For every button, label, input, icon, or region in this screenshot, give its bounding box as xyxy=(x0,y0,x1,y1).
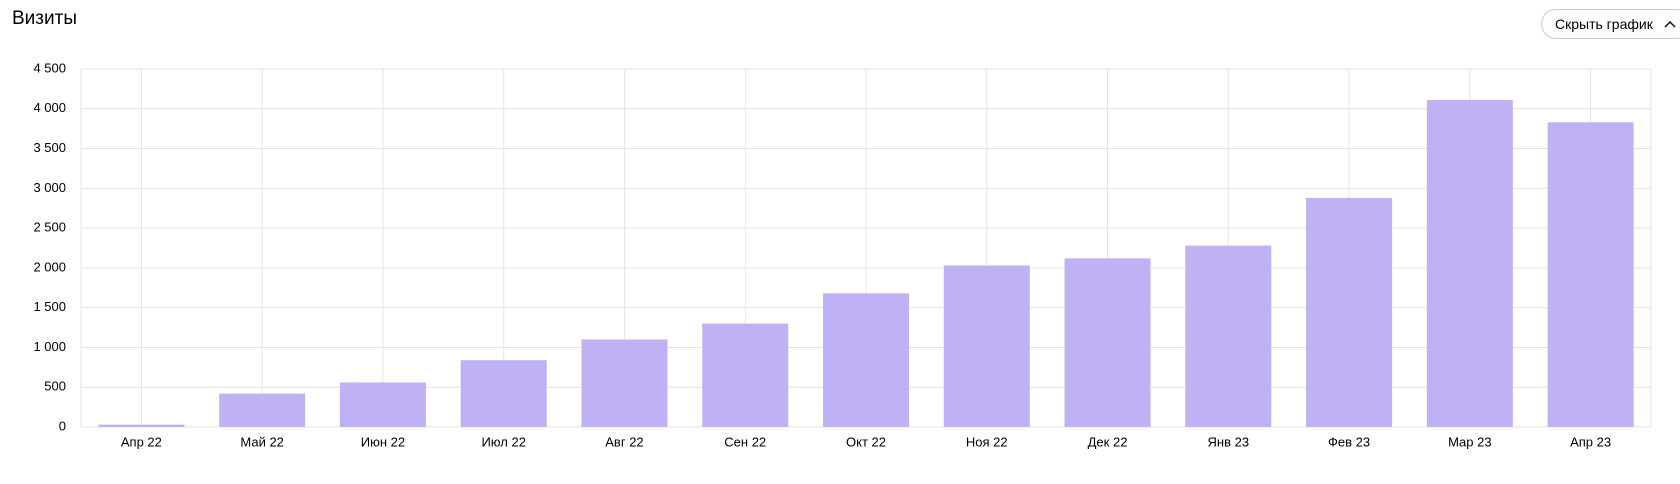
x-tick-label: Сен 22 xyxy=(724,434,766,449)
y-tick-label: 3 500 xyxy=(33,140,66,155)
bar xyxy=(823,293,909,427)
bar xyxy=(1426,100,1513,427)
y-tick-label: 2 500 xyxy=(33,220,66,235)
bar xyxy=(460,360,547,427)
x-tick-label: Фев 23 xyxy=(1328,434,1370,449)
x-tick-label: Ноя 22 xyxy=(966,434,1008,449)
bar xyxy=(1185,245,1272,427)
x-tick-label: Май 22 xyxy=(240,434,284,449)
x-tick-label: Апр 23 xyxy=(1570,434,1611,449)
x-tick-label: Июл 22 xyxy=(481,434,525,449)
y-tick-label: 500 xyxy=(44,379,66,394)
button-label: Скрыть график xyxy=(1555,16,1653,32)
bar xyxy=(339,382,426,427)
x-tick-label: Мар 23 xyxy=(1448,434,1492,449)
x-tick-label: Июн 22 xyxy=(361,434,405,449)
y-tick-label: 3 000 xyxy=(33,180,66,195)
bar xyxy=(581,339,668,427)
y-tick-label: 2 000 xyxy=(33,259,66,274)
y-tick-label: 4 500 xyxy=(33,60,66,75)
bar xyxy=(98,424,185,427)
y-tick-label: 0 xyxy=(59,418,66,433)
x-tick-label: Апр 22 xyxy=(121,434,162,449)
x-tick-label: Янв 23 xyxy=(1208,434,1250,449)
bar xyxy=(219,393,306,427)
bar xyxy=(1306,197,1393,427)
y-tick-label: 1 500 xyxy=(33,299,66,314)
y-tick-label: 1 000 xyxy=(33,339,66,354)
x-tick-label: Окт 22 xyxy=(846,434,886,449)
bar xyxy=(1547,122,1634,428)
bar xyxy=(702,323,789,427)
title: Визиты xyxy=(12,8,77,29)
x-tick-label: Дек 22 xyxy=(1088,434,1128,449)
bar xyxy=(943,265,1030,427)
y-tick-label: 4 000 xyxy=(33,100,66,115)
chevron-icon xyxy=(1664,21,1676,28)
hide-chart-button[interactable]: Скрыть график xyxy=(1541,9,1680,39)
bar xyxy=(1064,258,1151,427)
x-tick-label: Авг 22 xyxy=(605,434,643,449)
